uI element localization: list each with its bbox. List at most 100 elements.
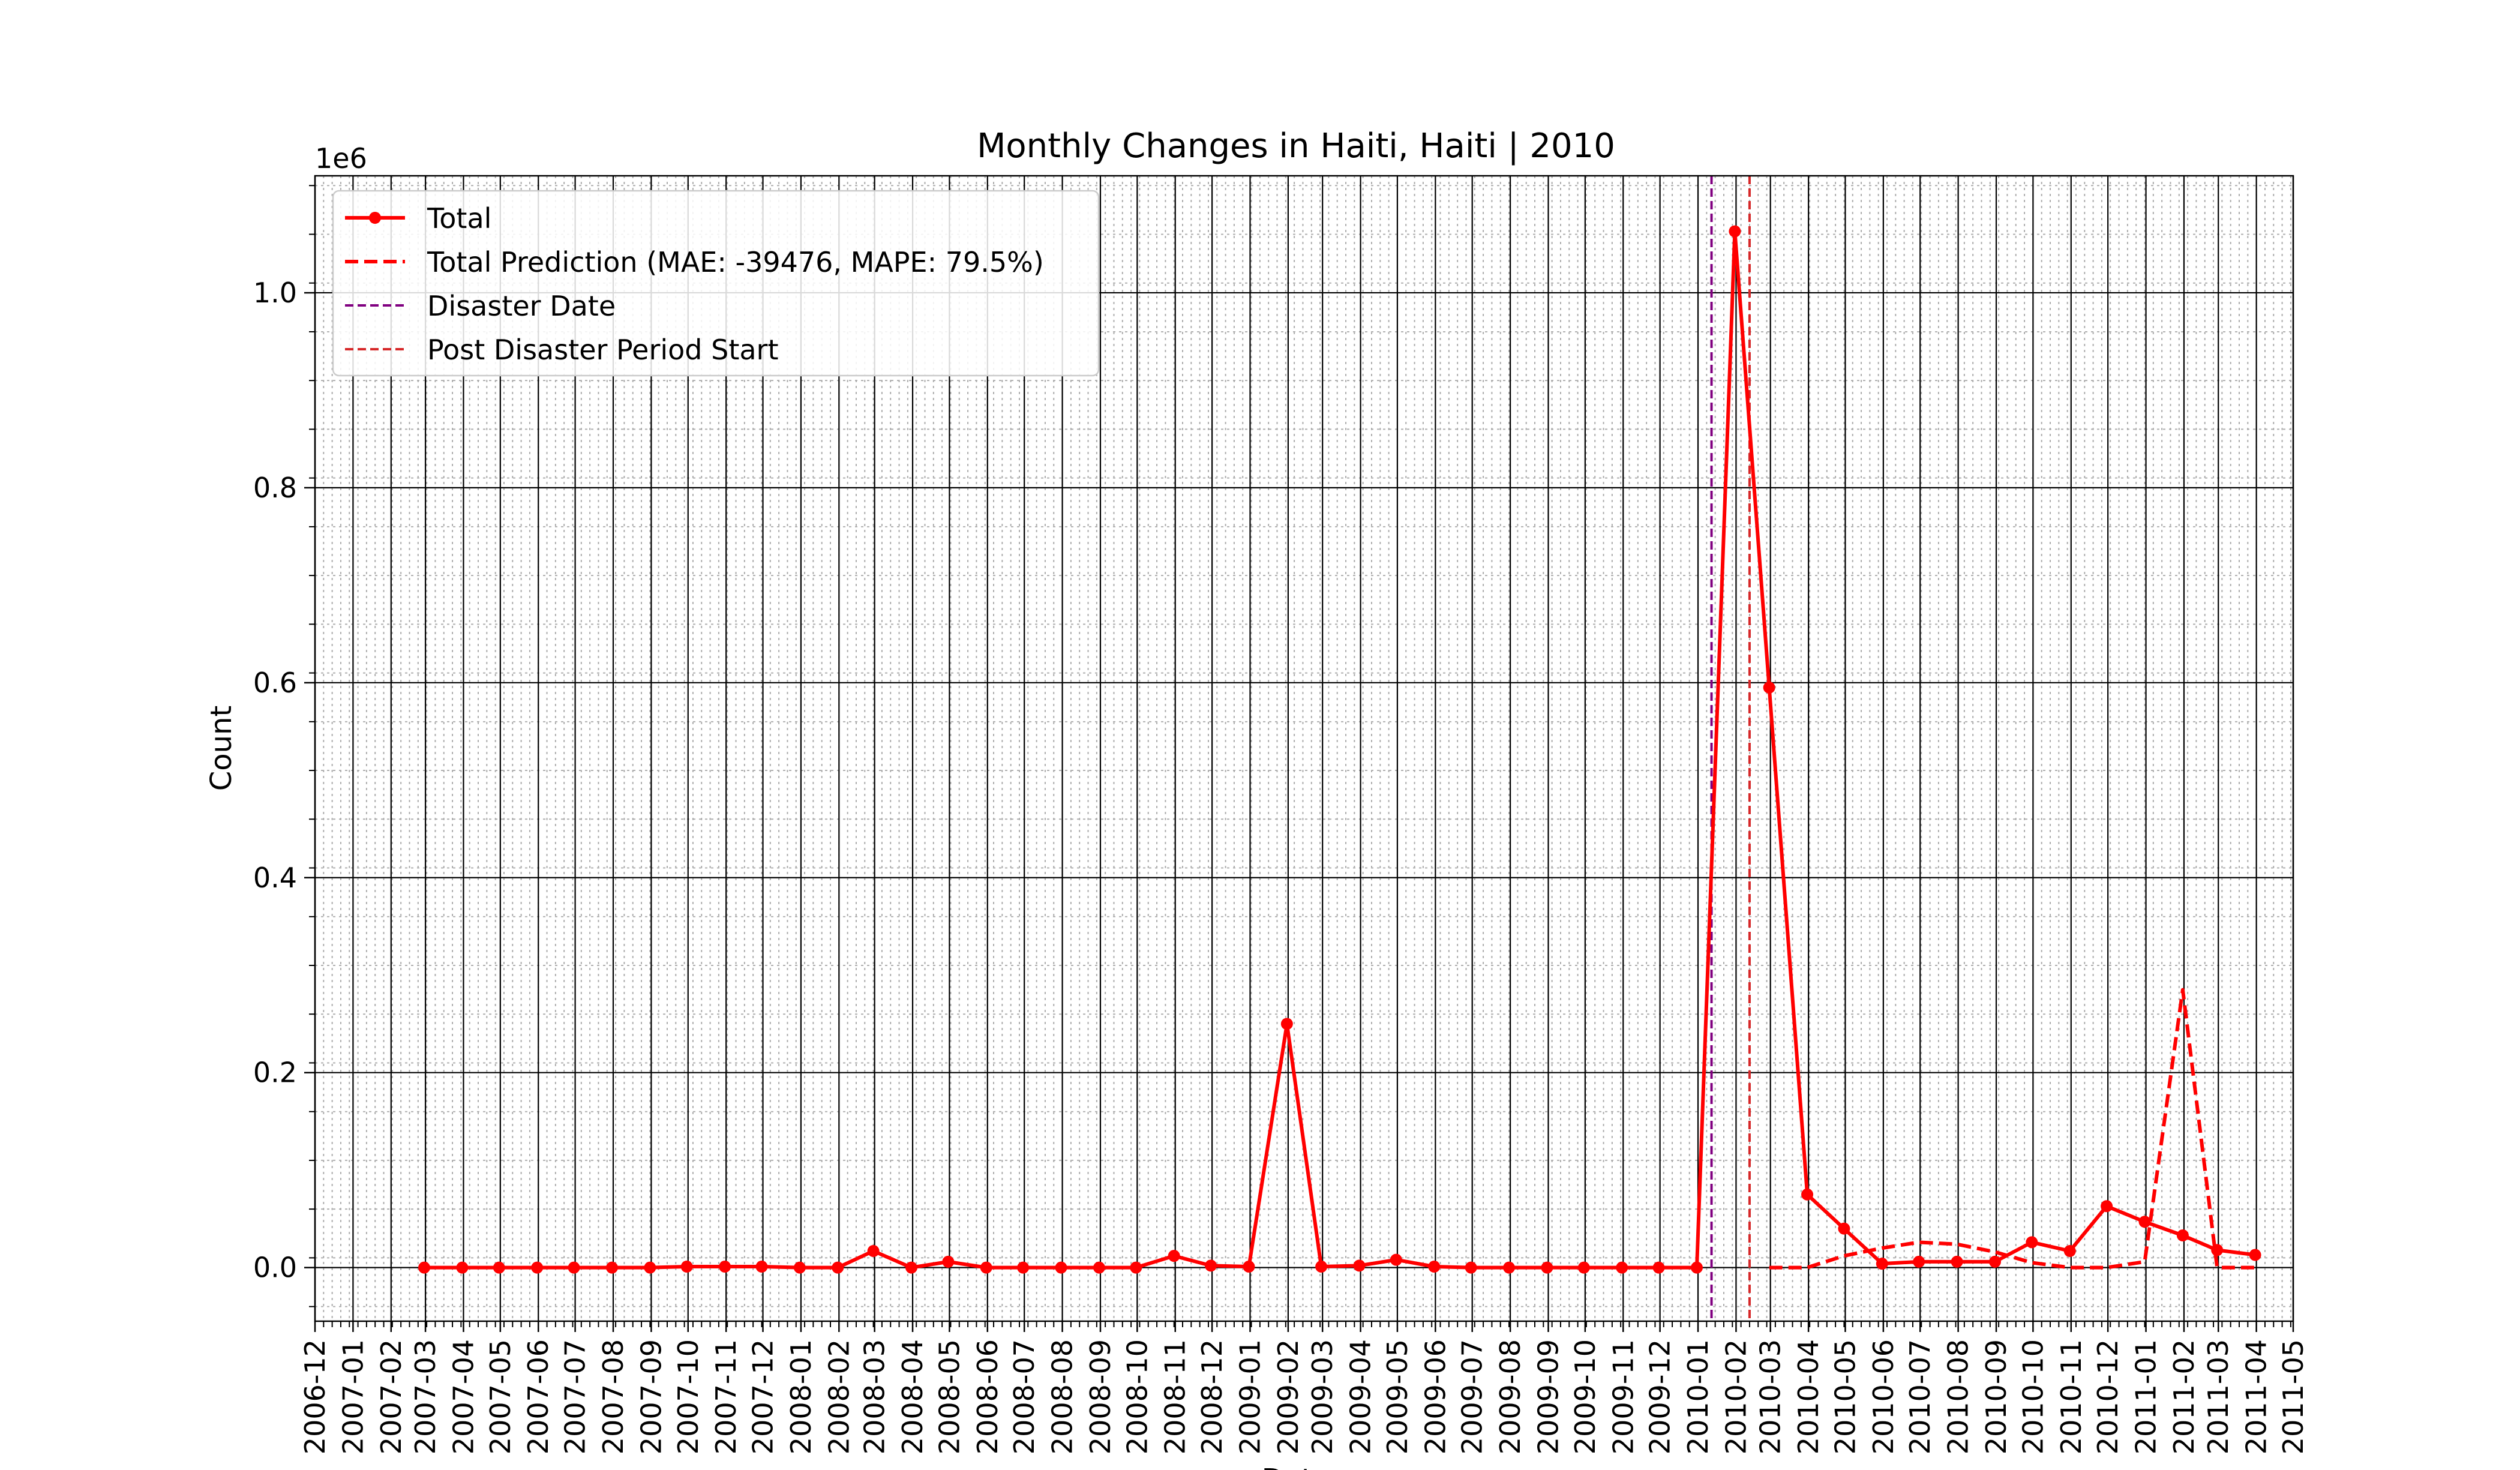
data-point bbox=[1055, 1261, 1067, 1274]
data-point bbox=[1205, 1259, 1217, 1272]
x-tick-label: 2008-04 bbox=[896, 1339, 929, 1454]
x-tick-label: 2007-03 bbox=[409, 1339, 442, 1454]
x-tick-label: 2008-08 bbox=[1046, 1339, 1079, 1454]
x-tick-label: 2009-07 bbox=[1456, 1339, 1489, 1454]
x-tick-label: 2010-10 bbox=[2017, 1339, 2049, 1454]
x-tick-label: 2009-04 bbox=[1345, 1339, 1377, 1454]
data-point bbox=[1130, 1261, 1142, 1274]
x-tick-label: 2010-04 bbox=[1792, 1339, 1825, 1454]
x-tick-label: 2008-12 bbox=[1196, 1339, 1228, 1454]
x-tick-label: 2009-12 bbox=[1644, 1339, 1676, 1454]
data-point bbox=[2249, 1249, 2261, 1261]
x-tick-label: 2008-10 bbox=[1121, 1339, 1153, 1454]
data-point bbox=[1616, 1261, 1628, 1274]
series-line-total bbox=[424, 229, 2255, 1270]
plot-frame bbox=[314, 175, 2294, 1322]
data-point bbox=[1353, 1259, 1366, 1272]
data-point bbox=[680, 1261, 693, 1273]
legend-label: Total bbox=[427, 202, 491, 235]
data-point bbox=[1988, 1255, 2001, 1268]
x-tick-label: 2008-07 bbox=[1008, 1339, 1040, 1454]
data-point bbox=[1876, 1258, 1888, 1270]
data-point bbox=[1577, 1261, 1590, 1274]
data-point bbox=[1465, 1261, 1477, 1274]
data-point bbox=[1838, 1222, 1850, 1235]
data-point bbox=[755, 1261, 768, 1273]
x-tick-label: 2011-02 bbox=[2168, 1339, 2200, 1454]
data-point bbox=[568, 1261, 580, 1274]
x-tick-label: 2010-05 bbox=[1829, 1339, 1861, 1454]
x-tick-label: 2007-06 bbox=[522, 1339, 554, 1454]
data-point bbox=[793, 1261, 806, 1274]
y-tick-label: 0.8 bbox=[253, 472, 297, 504]
x-tick-label: 2011-03 bbox=[2202, 1339, 2234, 1454]
x-axis-label: Date bbox=[1262, 1463, 1331, 1470]
data-point bbox=[1763, 681, 1775, 694]
data-point bbox=[1951, 1255, 1963, 1268]
x-tick-label: 2011-01 bbox=[2130, 1339, 2162, 1454]
data-point bbox=[2176, 1229, 2189, 1242]
data-point bbox=[418, 1261, 431, 1274]
x-tick-label: 2007-08 bbox=[597, 1339, 629, 1454]
data-point bbox=[1390, 1253, 1402, 1266]
y-axis-offset-label: 1e6 bbox=[315, 142, 367, 175]
data-point bbox=[1729, 225, 1741, 238]
data-point bbox=[905, 1261, 918, 1274]
data-point bbox=[2138, 1216, 2151, 1228]
data-point bbox=[1913, 1255, 1925, 1268]
x-tick-label: 2007-02 bbox=[375, 1339, 407, 1454]
x-tick-label: 2007-07 bbox=[559, 1339, 592, 1454]
x-tick-label: 2010-01 bbox=[1682, 1339, 1714, 1454]
x-tick-label: 2010-02 bbox=[1720, 1339, 1752, 1454]
x-tick-label: 2008-03 bbox=[859, 1339, 891, 1454]
legend-box bbox=[332, 190, 1100, 377]
x-tick-label: 2011-05 bbox=[2277, 1339, 2309, 1454]
data-point bbox=[1503, 1261, 1516, 1274]
data-point bbox=[1168, 1250, 1180, 1262]
data-point bbox=[942, 1255, 955, 1268]
data-point bbox=[493, 1261, 505, 1274]
x-tick-label: 2010-03 bbox=[1754, 1339, 1787, 1454]
x-tick-label: 2009-09 bbox=[1532, 1339, 1565, 1454]
legend-label: Post Disaster Period Start bbox=[427, 334, 779, 366]
x-tick-label: 2008-06 bbox=[971, 1339, 1004, 1454]
legend-label: Total Prediction (MAE: -39476, MAPE: 79.… bbox=[427, 246, 1044, 278]
x-tick-label: 2010-07 bbox=[1904, 1339, 1936, 1454]
x-tick-label: 2008-09 bbox=[1084, 1339, 1117, 1454]
data-point bbox=[1690, 1261, 1703, 1274]
data-point bbox=[2063, 1245, 2076, 1258]
x-tick-label: 2009-06 bbox=[1419, 1339, 1451, 1454]
series-group bbox=[418, 225, 2261, 1274]
x-tick-label: 2009-03 bbox=[1306, 1339, 1339, 1454]
legend: Total Total Prediction (MAE: -39476, MAPE… bbox=[332, 190, 1100, 377]
data-point bbox=[1652, 1261, 1665, 1274]
x-tick-label: 2008-01 bbox=[785, 1339, 817, 1454]
x-tick-label: 2010-12 bbox=[2092, 1339, 2124, 1454]
x-tick-label: 2010-08 bbox=[1942, 1339, 1975, 1454]
data-point bbox=[1428, 1261, 1441, 1273]
x-tick-label: 2006-12 bbox=[299, 1339, 331, 1454]
y-tick-label: 0.6 bbox=[253, 667, 297, 699]
x-tick-label: 2007-05 bbox=[484, 1339, 517, 1454]
x-tick-label: 2008-05 bbox=[933, 1339, 965, 1454]
data-point bbox=[531, 1261, 544, 1274]
data-point bbox=[644, 1261, 656, 1274]
x-tick-label: 2007-01 bbox=[337, 1339, 369, 1454]
data-point bbox=[1243, 1261, 1255, 1273]
y-axis-label: Count bbox=[205, 706, 238, 791]
x-tick-label: 2009-05 bbox=[1381, 1339, 1414, 1454]
x-tick-label: 2007-11 bbox=[710, 1339, 742, 1454]
data-point bbox=[1280, 1018, 1293, 1030]
x-tick-label: 2009-02 bbox=[1272, 1339, 1304, 1454]
data-point bbox=[1093, 1261, 1105, 1274]
event-lines bbox=[1710, 176, 1751, 1321]
x-tick-label: 2007-04 bbox=[447, 1339, 479, 1454]
data-point bbox=[867, 1245, 880, 1258]
data-point bbox=[719, 1261, 731, 1273]
data-point bbox=[1315, 1261, 1328, 1273]
legend-label: Disaster Date bbox=[427, 290, 616, 322]
y-tick-label: 0.4 bbox=[253, 862, 297, 894]
data-point bbox=[2026, 1236, 2038, 1249]
data-point bbox=[1801, 1188, 1814, 1201]
